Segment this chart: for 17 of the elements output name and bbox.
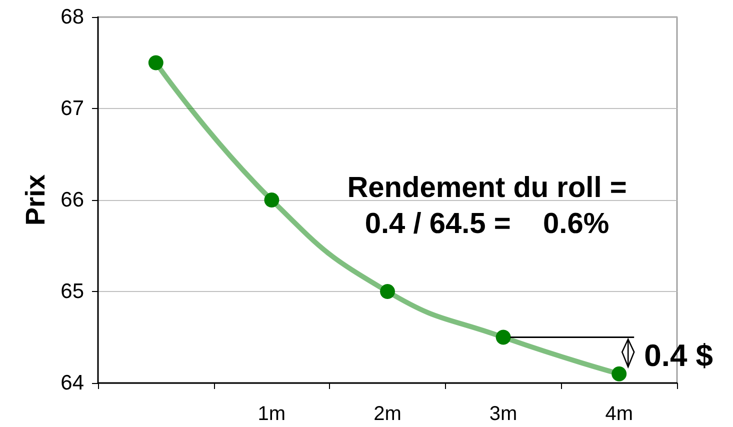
point [148,55,164,70]
point [380,284,395,299]
point [264,192,280,208]
y-tick-label: 66 [60,188,84,212]
point [496,330,511,345]
y-tick-label: 65 [60,280,84,303]
x-tick-label: 2m [374,403,402,425]
y-tick-label: 68 [60,6,84,28]
x-tick-label: 3m [489,403,518,425]
point [612,366,627,382]
y-axis-title: Prix [20,174,50,226]
annotation: Rendement du roll = 0.4 / 64.5 = 0.6% [347,172,627,240]
annotation: 0.4 $ [644,338,714,374]
x-tick-label: 1m [258,403,286,425]
y-tick-label: 64 [60,372,84,394]
x-tick-label: 4m [605,403,633,425]
y-tick-label: 67 [60,97,84,120]
